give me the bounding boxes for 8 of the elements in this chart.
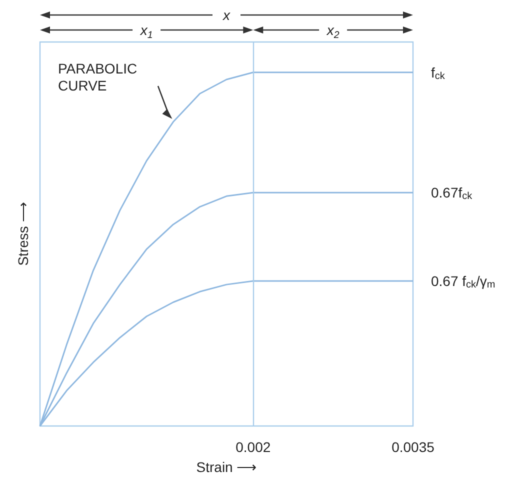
y-axis-title: Stress ⟶ <box>15 202 31 266</box>
text: x$_{2}$ <box>326 22 340 41</box>
x-tick-label: 0.002 <box>236 439 271 455</box>
x-axis-title: Strain ⟶ <box>196 459 257 475</box>
text: x$_{1}$ <box>139 22 153 41</box>
annotation: PARABOLIC CURVE <box>58 60 138 94</box>
text: x <box>222 7 231 23</box>
x-tick-label: 0.0035 <box>392 439 435 455</box>
